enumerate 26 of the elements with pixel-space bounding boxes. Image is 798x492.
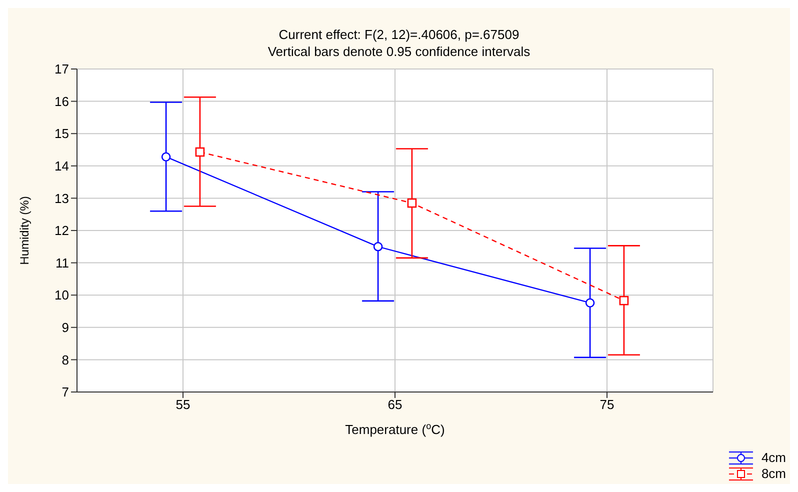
chart-title: Current effect: F(2, 12)=.40606, p=.67509 — [278, 26, 520, 43]
y-tick-label: 14 — [54, 158, 69, 174]
point — [195, 147, 205, 157]
y-tick-label: 12 — [54, 223, 69, 238]
legend-label: 8cm — [761, 466, 786, 482]
point — [585, 298, 595, 308]
y-tick-label: 17 — [54, 62, 69, 77]
legend-label: 4cm — [761, 450, 786, 466]
x-tick-label: 55 — [176, 397, 190, 412]
x-tick-label: 65 — [388, 397, 402, 412]
point — [407, 198, 417, 208]
point — [619, 296, 629, 306]
y-tick-label: 15 — [54, 126, 69, 142]
y-tick-label: 13 — [54, 190, 69, 206]
point — [373, 242, 383, 252]
point — [161, 152, 171, 162]
y-tick-label: 16 — [54, 94, 69, 109]
chart-subtitle: Vertical bars denote 0.95 confidence intervals — [266, 43, 532, 60]
y-tick-label: 7 — [62, 384, 69, 400]
x-axis-title: Temperature ($^{o}$C) — [345, 421, 445, 437]
y-tick-label: 8 — [62, 352, 69, 368]
x-tick-label: 75 — [600, 397, 614, 412]
y-tick-label: 10 — [54, 288, 69, 303]
y-axis-title: Humidity (%) — [17, 196, 32, 265]
y-tick-label: 9 — [62, 320, 69, 336]
y-tick-label: 11 — [56, 255, 69, 270]
